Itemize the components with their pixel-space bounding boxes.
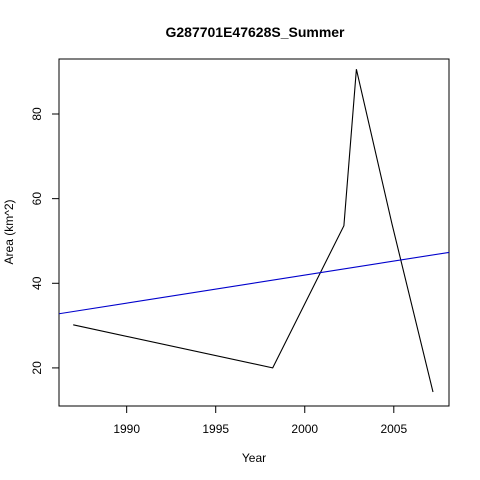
series-layer [59, 69, 449, 393]
y-tick-label: 80 [30, 107, 44, 121]
x-axis-label: Year [242, 451, 266, 465]
x-axis: 1990 1995 2000 2005 [113, 405, 407, 436]
chart-title: G287701E47628S_Summer [165, 24, 345, 40]
y-tick-label: 20 [30, 361, 44, 375]
y-tick-label: 40 [30, 276, 44, 290]
plot-frame [58, 58, 450, 407]
x-tick-label: 1995 [202, 422, 229, 436]
y-tick-label: 60 [30, 192, 44, 206]
trend-line [59, 251, 449, 315]
y-axis: 20 40 60 80 [30, 107, 60, 375]
area-series-line [73, 69, 434, 393]
y-axis-label: Area (km^2) [2, 200, 16, 265]
x-tick-label: 2000 [291, 422, 318, 436]
x-tick-label: 2005 [380, 422, 407, 436]
x-tick-label: 1990 [113, 422, 140, 436]
